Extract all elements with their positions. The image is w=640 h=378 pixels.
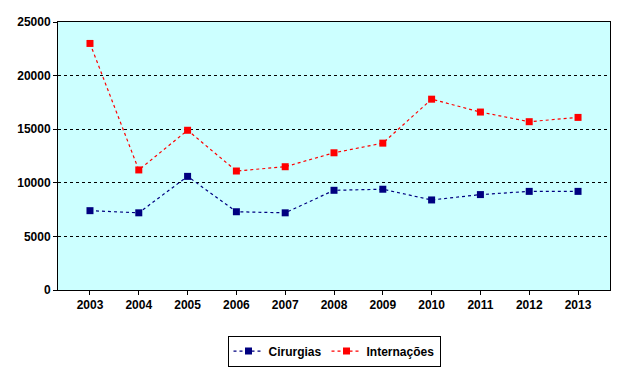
svg-text:2009: 2009 bbox=[369, 298, 396, 312]
svg-text:2006: 2006 bbox=[223, 298, 250, 312]
svg-text:2004: 2004 bbox=[125, 298, 152, 312]
svg-text:Cirurgias: Cirurgias bbox=[269, 345, 322, 359]
svg-text:Internações: Internações bbox=[367, 345, 435, 359]
svg-text:2013: 2013 bbox=[565, 298, 592, 312]
svg-text:2007: 2007 bbox=[272, 298, 299, 312]
svg-text:25000: 25000 bbox=[17, 15, 51, 29]
svg-text:2003: 2003 bbox=[77, 298, 104, 312]
svg-text:10000: 10000 bbox=[17, 176, 51, 190]
svg-text:2005: 2005 bbox=[174, 298, 201, 312]
svg-text:2008: 2008 bbox=[321, 298, 348, 312]
svg-text:2012: 2012 bbox=[516, 298, 543, 312]
svg-text:5000: 5000 bbox=[24, 230, 51, 244]
svg-text:2010: 2010 bbox=[418, 298, 445, 312]
svg-text:0: 0 bbox=[44, 283, 51, 297]
svg-text:2011: 2011 bbox=[467, 298, 493, 312]
svg-text:15000: 15000 bbox=[17, 122, 51, 136]
svg-text:20000: 20000 bbox=[17, 69, 51, 83]
